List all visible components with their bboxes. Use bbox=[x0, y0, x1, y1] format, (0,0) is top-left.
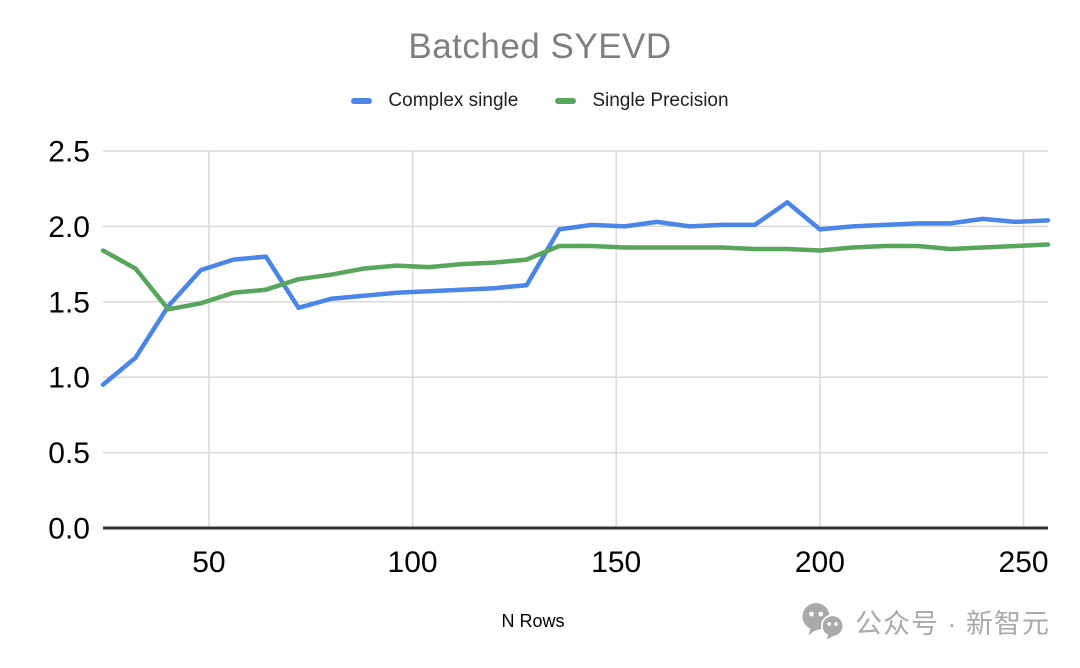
legend-item-complex-single: Complex single bbox=[351, 90, 518, 112]
y-tick-label: 2.5 bbox=[48, 136, 90, 169]
x-tick-label: 150 bbox=[591, 546, 641, 579]
legend-label: Complex single bbox=[388, 90, 519, 111]
x-tick-label: 250 bbox=[999, 546, 1049, 579]
watermark: 公众号 · 新智元 bbox=[801, 602, 1050, 641]
y-tick-label: 1.0 bbox=[48, 362, 90, 395]
legend-swatch-green-icon bbox=[555, 98, 577, 104]
x-tick-label: 50 bbox=[192, 546, 225, 579]
legend-item-single-precision: Single Precision bbox=[555, 90, 729, 112]
y-tick-label: 1.5 bbox=[48, 286, 90, 319]
legend-swatch-blue-icon bbox=[351, 98, 373, 104]
series-line-single-precision bbox=[100, 242, 1051, 312]
series-line-complex-single bbox=[100, 200, 1051, 387]
y-tick-label: 0.5 bbox=[48, 437, 90, 470]
legend-label: Single Precision bbox=[592, 90, 729, 111]
legend: Complex single Single Precision bbox=[0, 90, 1080, 112]
chart-title: Batched SYEVD bbox=[408, 27, 672, 66]
wechat-icon bbox=[802, 603, 845, 640]
watermark-text: 公众号 · 新智元 bbox=[855, 609, 1050, 639]
x-tick-label: 100 bbox=[388, 546, 438, 579]
x-tick-label: 200 bbox=[795, 546, 845, 579]
y-tick-label: 0.0 bbox=[48, 513, 90, 546]
y-tick-label: 2.0 bbox=[48, 211, 90, 244]
x-axis-title: N Rows bbox=[501, 611, 565, 631]
